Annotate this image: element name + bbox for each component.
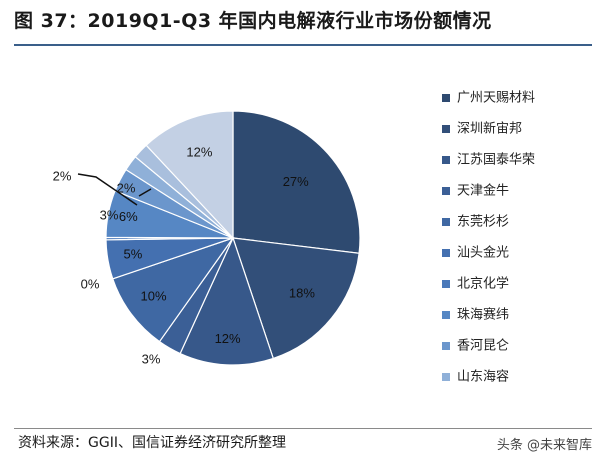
pie-chart: 27%18%12%3%10%5%0%6%3%2%2%12% 广州天赐材料深圳新宙… <box>53 91 535 385</box>
legend-entry: 深圳新宙邦 <box>457 121 522 137</box>
title-divider <box>14 44 592 46</box>
legend-entry: 广州天赐材料 <box>457 91 535 106</box>
data-label: 2% <box>117 180 136 195</box>
data-label: 5% <box>123 247 142 262</box>
legend-swatch <box>442 94 450 102</box>
data-label: 27% <box>283 174 309 189</box>
pie-slice <box>232 237 360 360</box>
chart-title: 图 37：2019Q1-Q3 年国内电解液行业市场份额情况 <box>14 10 492 32</box>
data-label: 18% <box>289 286 315 301</box>
legend: 广州天赐材料深圳新宙邦江苏国泰华荣天津金牛东莞杉杉汕头金光北京化学珠海赛纬香河昆… <box>442 91 535 385</box>
legend-swatch <box>442 373 450 381</box>
data-label: 3% <box>142 351 161 366</box>
legend-swatch <box>442 311 450 319</box>
pie-labels: 27%18%12%3%10%5%0%6%3%2%2%12% <box>53 144 316 366</box>
legend-swatch <box>442 156 450 164</box>
data-label: 2% <box>53 168 72 183</box>
legend-entry: 山东海容 <box>457 369 509 385</box>
leader-line <box>138 188 152 197</box>
pie-slices <box>105 110 361 366</box>
legend-entry: 江苏国泰华荣 <box>457 152 535 168</box>
footer-divider <box>14 428 592 429</box>
leader-line <box>77 173 138 206</box>
data-label: 10% <box>141 289 167 304</box>
legend-entry: 北京化学 <box>457 276 509 292</box>
legend-entry: 珠海赛纬 <box>457 307 509 323</box>
legend-entry: 香河昆仑 <box>457 339 509 354</box>
legend-swatch <box>442 342 450 350</box>
data-label: 0% <box>81 276 100 291</box>
legend-swatch <box>442 218 450 226</box>
pie-slice <box>232 110 361 254</box>
data-label: 3% <box>100 207 119 222</box>
legend-entry: 东莞杉杉 <box>457 215 509 230</box>
pie-slice <box>145 110 234 240</box>
legend-swatch <box>442 280 450 288</box>
pie-slice <box>111 236 235 343</box>
pie-slice <box>179 236 275 366</box>
legend-swatch <box>442 187 450 195</box>
watermark: 头条 @未来智库 <box>496 438 592 453</box>
data-label: 12% <box>215 331 241 346</box>
data-label: 12% <box>186 144 212 159</box>
source-note: 资料来源：GGII、国信证券经济研究所整理 <box>18 435 286 451</box>
legend-entry: 天津金牛 <box>457 183 509 199</box>
data-label: 6% <box>119 209 138 224</box>
legend-entry: 汕头金光 <box>457 245 509 261</box>
legend-swatch <box>442 249 450 257</box>
legend-swatch <box>442 125 450 133</box>
